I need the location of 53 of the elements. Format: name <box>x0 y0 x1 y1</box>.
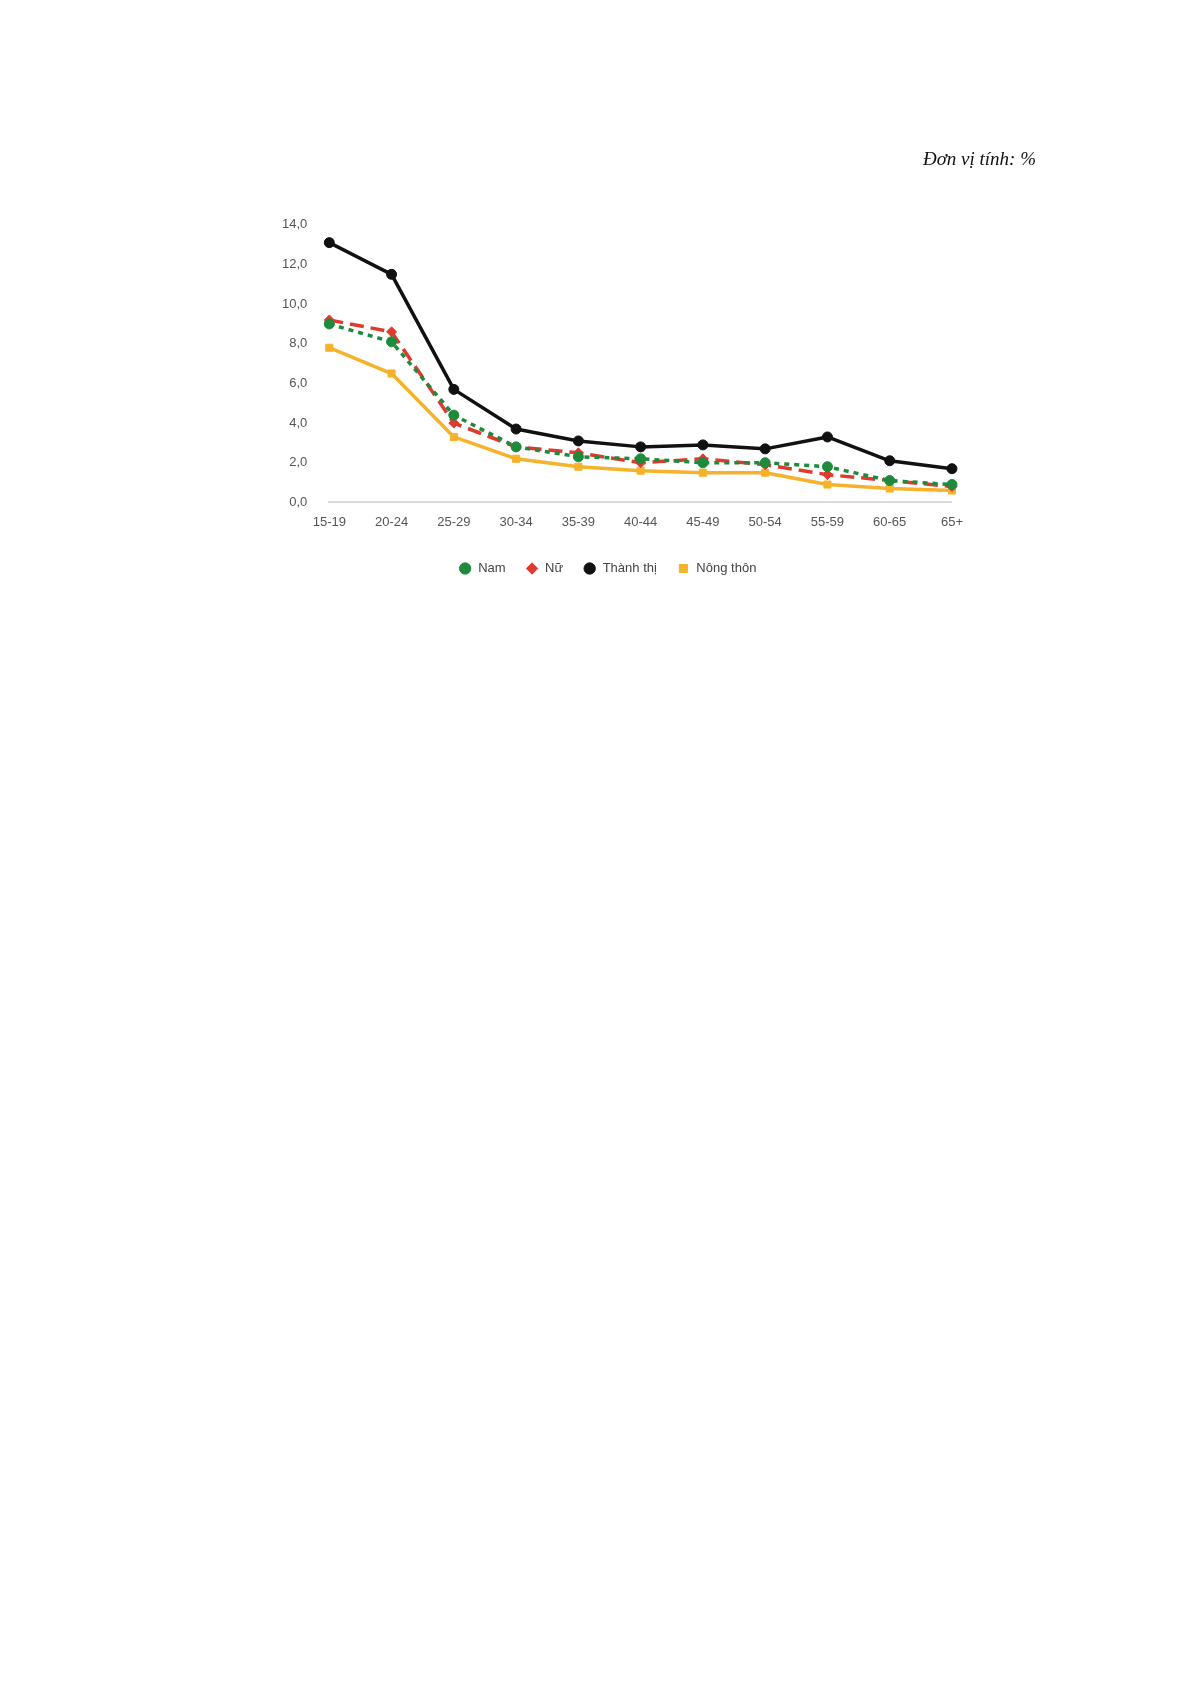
y-tick-label: 14,0 <box>281 216 308 232</box>
x-tick-label: 50-54 <box>748 513 782 529</box>
legend-label: Nam <box>478 560 506 576</box>
point <box>761 468 770 477</box>
point <box>759 443 771 455</box>
y-tick-label: 2,0 <box>289 454 308 470</box>
x-tick-label: 25-29 <box>437 513 471 529</box>
point <box>386 336 398 348</box>
point <box>386 268 398 280</box>
y-tick-label: 6,0 <box>289 375 308 391</box>
point <box>510 423 522 435</box>
text: Đơn vị tính: % <box>922 148 1036 170</box>
point <box>386 326 398 338</box>
point <box>512 454 521 463</box>
point <box>387 369 396 378</box>
point <box>697 457 709 469</box>
point <box>635 441 647 453</box>
y-tick-label: 0,0 <box>289 493 308 509</box>
y-tick-label: 4,0 <box>289 414 308 430</box>
point <box>636 466 645 475</box>
x-tick-label: 40-44 <box>624 513 658 529</box>
x-tick-label: 20-24 <box>374 513 409 529</box>
point <box>448 409 460 421</box>
x-tick-label: 60-65 <box>873 513 907 529</box>
point <box>323 318 335 330</box>
legend-label: Thành thị <box>602 560 657 576</box>
x-tick-label: 45-49 <box>686 513 720 529</box>
y-tick-label: 8,0 <box>289 335 308 351</box>
point <box>635 453 647 465</box>
point <box>325 343 334 352</box>
point <box>821 431 833 443</box>
x-tick-label: 65+ <box>940 513 964 529</box>
y-tick-label: 12,0 <box>281 256 308 272</box>
y-tick-label: 10,0 <box>281 295 308 311</box>
x-tick-label: 55-59 <box>810 513 845 529</box>
point <box>323 237 335 249</box>
point <box>884 455 896 467</box>
legend-label: Nông thôn <box>696 560 757 576</box>
point <box>697 439 709 451</box>
x-tick-label: 15-19 <box>312 513 346 529</box>
point <box>885 484 894 493</box>
legend-label: Nữ <box>545 560 564 576</box>
point <box>946 463 958 475</box>
point <box>698 468 707 477</box>
point <box>449 432 458 441</box>
point <box>572 451 584 463</box>
x-tick-label: 35-39 <box>561 513 595 529</box>
point <box>821 461 833 473</box>
point <box>574 462 583 471</box>
point <box>823 480 832 489</box>
point <box>572 435 584 447</box>
point <box>448 383 460 395</box>
x-tick-label: 30-34 <box>499 513 533 529</box>
